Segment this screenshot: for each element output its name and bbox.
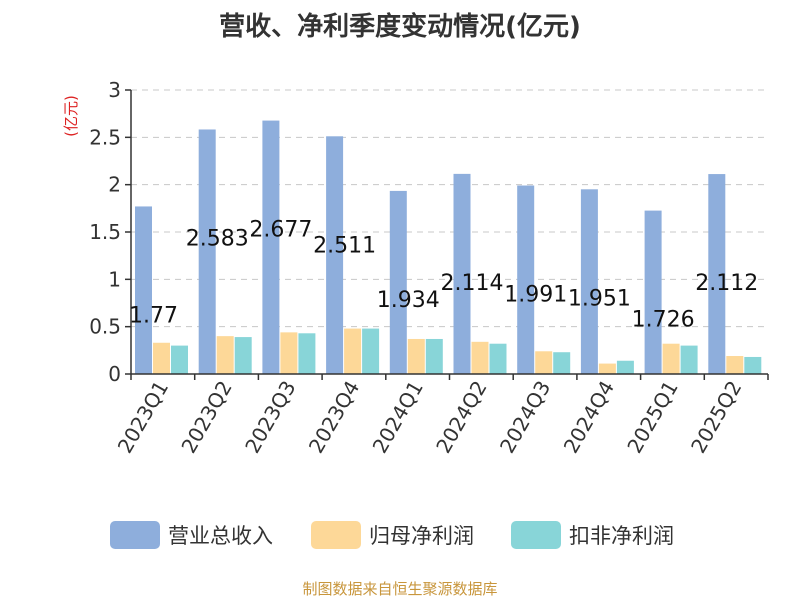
y-tick-label: 1	[108, 267, 121, 291]
legend-swatch	[511, 521, 561, 549]
bar	[644, 210, 662, 374]
bars	[135, 120, 762, 374]
data-label: 1.726	[632, 308, 695, 333]
y-tick-label: 3	[108, 78, 121, 102]
bar	[471, 341, 489, 374]
y-axis: 0 0.5 1 1.5 2 2.5 3	[89, 78, 132, 386]
chart-title: 营收、净利季度变动情况(亿元)	[219, 12, 581, 42]
bar	[744, 356, 762, 374]
data-label: 1.934	[377, 288, 440, 313]
bar	[280, 332, 298, 374]
bar	[598, 363, 616, 374]
legend-swatch	[311, 521, 361, 549]
bar	[216, 336, 234, 374]
data-label: 2.677	[249, 218, 312, 243]
bar	[135, 206, 152, 374]
data-label: 2.112	[695, 271, 758, 296]
x-tick-label: 2024Q2	[431, 377, 491, 458]
bar	[553, 352, 571, 374]
bar	[535, 351, 553, 374]
y-tick-label: 1.5	[89, 220, 121, 244]
bar	[262, 120, 280, 374]
y-tick-label: 0	[108, 362, 121, 386]
bar	[153, 342, 170, 374]
bar	[362, 328, 380, 374]
x-tick-label: 2023Q2	[176, 377, 236, 458]
bar	[726, 356, 744, 374]
bar	[425, 338, 443, 374]
bar	[407, 338, 425, 374]
legend-label: 扣非净利润	[569, 524, 674, 548]
grid-lines	[131, 89, 768, 328]
data-label: 2.114	[441, 271, 504, 296]
source-note: 制图数据来自恒生聚源数据库	[302, 580, 498, 598]
bar	[662, 343, 680, 374]
bar	[298, 333, 316, 374]
x-tick-label: 2024Q4	[559, 377, 619, 458]
bar	[489, 343, 507, 374]
x-tick-label: 2023Q1	[113, 377, 173, 458]
x-tick-label: 2025Q1	[622, 377, 682, 458]
legend: 营业总收入 归母净利润 扣非净利润	[110, 521, 674, 549]
bar	[616, 360, 634, 374]
bar	[344, 328, 362, 374]
x-tick-label: 2024Q1	[368, 377, 428, 458]
data-label: 2.583	[186, 226, 249, 251]
x-axis: 2023Q1 2023Q2 2023Q3 2023Q4 2024Q1 2024Q2 2024…	[113, 373, 769, 458]
data-label: 1.77	[129, 303, 178, 328]
bar	[326, 136, 344, 374]
legend-label: 归母净利润	[369, 524, 474, 548]
bar	[389, 190, 407, 374]
bar	[708, 174, 726, 374]
data-label: 2.511	[313, 233, 376, 258]
x-tick-label: 2025Q2	[686, 377, 746, 458]
bar	[453, 173, 471, 374]
data-label: 1.991	[504, 283, 567, 308]
bar	[234, 337, 252, 374]
bar	[680, 345, 698, 374]
data-label: 1.951	[568, 286, 631, 311]
y-tick-label: 2	[108, 173, 121, 197]
bar	[517, 185, 535, 374]
x-tick-label: 2023Q4	[304, 377, 364, 458]
legend-swatch	[110, 521, 160, 549]
bar	[198, 129, 216, 374]
y-axis-label: (亿元)	[62, 95, 80, 137]
legend-label: 营业总收入	[168, 524, 273, 548]
x-tick-label: 2024Q3	[495, 377, 555, 458]
bar	[580, 189, 598, 374]
y-tick-label: 2.5	[89, 125, 121, 149]
bar	[171, 345, 188, 374]
x-tick-label: 2023Q3	[240, 377, 300, 458]
y-tick-label: 0.5	[89, 315, 121, 339]
